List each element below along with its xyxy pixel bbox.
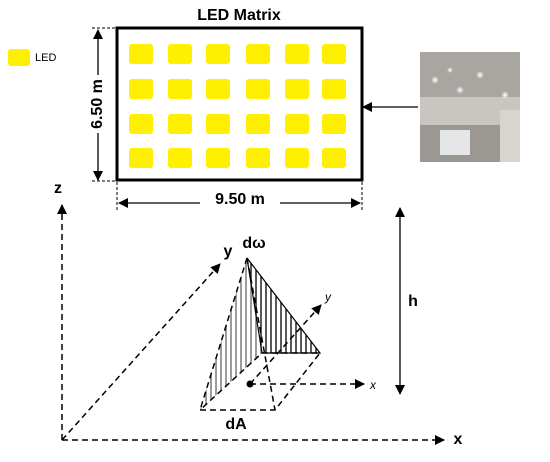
led bbox=[206, 79, 230, 99]
room-photo bbox=[420, 52, 520, 162]
led-matrix bbox=[115, 26, 364, 182]
led bbox=[285, 79, 309, 99]
led bbox=[246, 148, 270, 168]
legend-swatch bbox=[8, 49, 30, 66]
led bbox=[322, 79, 346, 99]
height-label: 6.50 m bbox=[89, 79, 106, 129]
led bbox=[206, 148, 230, 168]
led bbox=[206, 44, 230, 64]
led bbox=[285, 114, 309, 134]
local-y-label: y bbox=[324, 290, 332, 304]
z-axis-label: z bbox=[54, 180, 62, 197]
label-bg bbox=[200, 190, 280, 210]
led bbox=[168, 79, 192, 99]
legend-label: LED bbox=[35, 52, 56, 64]
led-grid bbox=[129, 44, 346, 168]
solid-angle-label: dω bbox=[242, 235, 265, 252]
width-label: 9.50 m bbox=[215, 191, 265, 208]
pyramid-edge bbox=[199, 257, 248, 411]
led bbox=[322, 44, 346, 64]
led bbox=[129, 44, 153, 64]
led bbox=[168, 44, 192, 64]
height-symbol: h bbox=[408, 293, 418, 310]
pyramid-edge bbox=[246, 257, 276, 411]
led bbox=[129, 79, 153, 99]
title: LED Matrix bbox=[197, 7, 281, 24]
y-axis-label: y bbox=[224, 243, 233, 260]
led bbox=[322, 114, 346, 134]
local-x-label: x bbox=[369, 378, 377, 392]
x-axis-label: x bbox=[454, 431, 463, 448]
solid-angle-face bbox=[200, 258, 262, 410]
local-y-axis bbox=[249, 304, 322, 385]
led bbox=[129, 114, 153, 134]
led bbox=[322, 148, 346, 168]
led bbox=[129, 148, 153, 168]
led bbox=[246, 114, 270, 134]
area-element bbox=[198, 352, 322, 411]
y-axis bbox=[61, 263, 221, 441]
led bbox=[285, 148, 309, 168]
label-bg bbox=[88, 75, 108, 133]
led bbox=[246, 79, 270, 99]
led bbox=[206, 114, 230, 134]
led bbox=[246, 44, 270, 64]
led bbox=[168, 148, 192, 168]
led bbox=[285, 44, 309, 64]
led bbox=[168, 114, 192, 134]
area-label: dA bbox=[225, 416, 247, 433]
